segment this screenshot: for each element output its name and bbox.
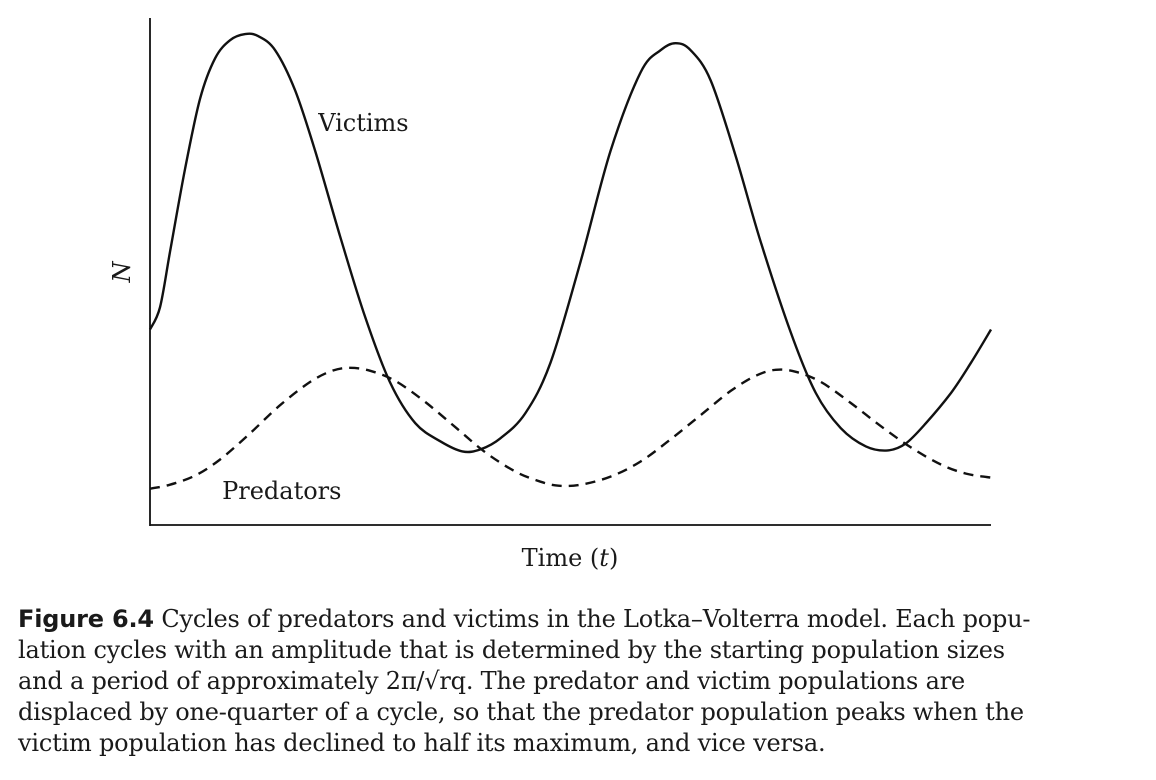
caption-line-4: displaced by one-quarter of a cycle, so …: [18, 698, 1024, 726]
x-axis-label-variable: t: [599, 544, 609, 572]
figure-caption: Figure 6.4 Cycles of predators and victi…: [18, 604, 1138, 759]
x-axis-label-close: ): [609, 544, 618, 572]
caption-line-1: Cycles of predators and victims in the L…: [161, 605, 1031, 633]
y-axis-label: N: [108, 261, 136, 284]
x-axis-label-text: Time (: [522, 544, 600, 572]
victims-series-line: [148, 32, 993, 454]
caption-line-2: lation cycles with an amplitude that is …: [18, 636, 1005, 664]
caption-label: Figure 6.4: [18, 605, 154, 633]
caption-line-5: victim population has declined to half i…: [18, 729, 826, 757]
predators-series-line: [149, 366, 992, 490]
victims-label: Victims: [317, 109, 408, 137]
x-axis-label: Time (t): [522, 544, 619, 572]
caption-line-3: and a period of approximately 2π/√rq. Th…: [18, 667, 965, 695]
lotka-volterra-chart: Victims Predators N Time (t): [108, 18, 993, 572]
predators-label: Predators: [222, 477, 341, 505]
